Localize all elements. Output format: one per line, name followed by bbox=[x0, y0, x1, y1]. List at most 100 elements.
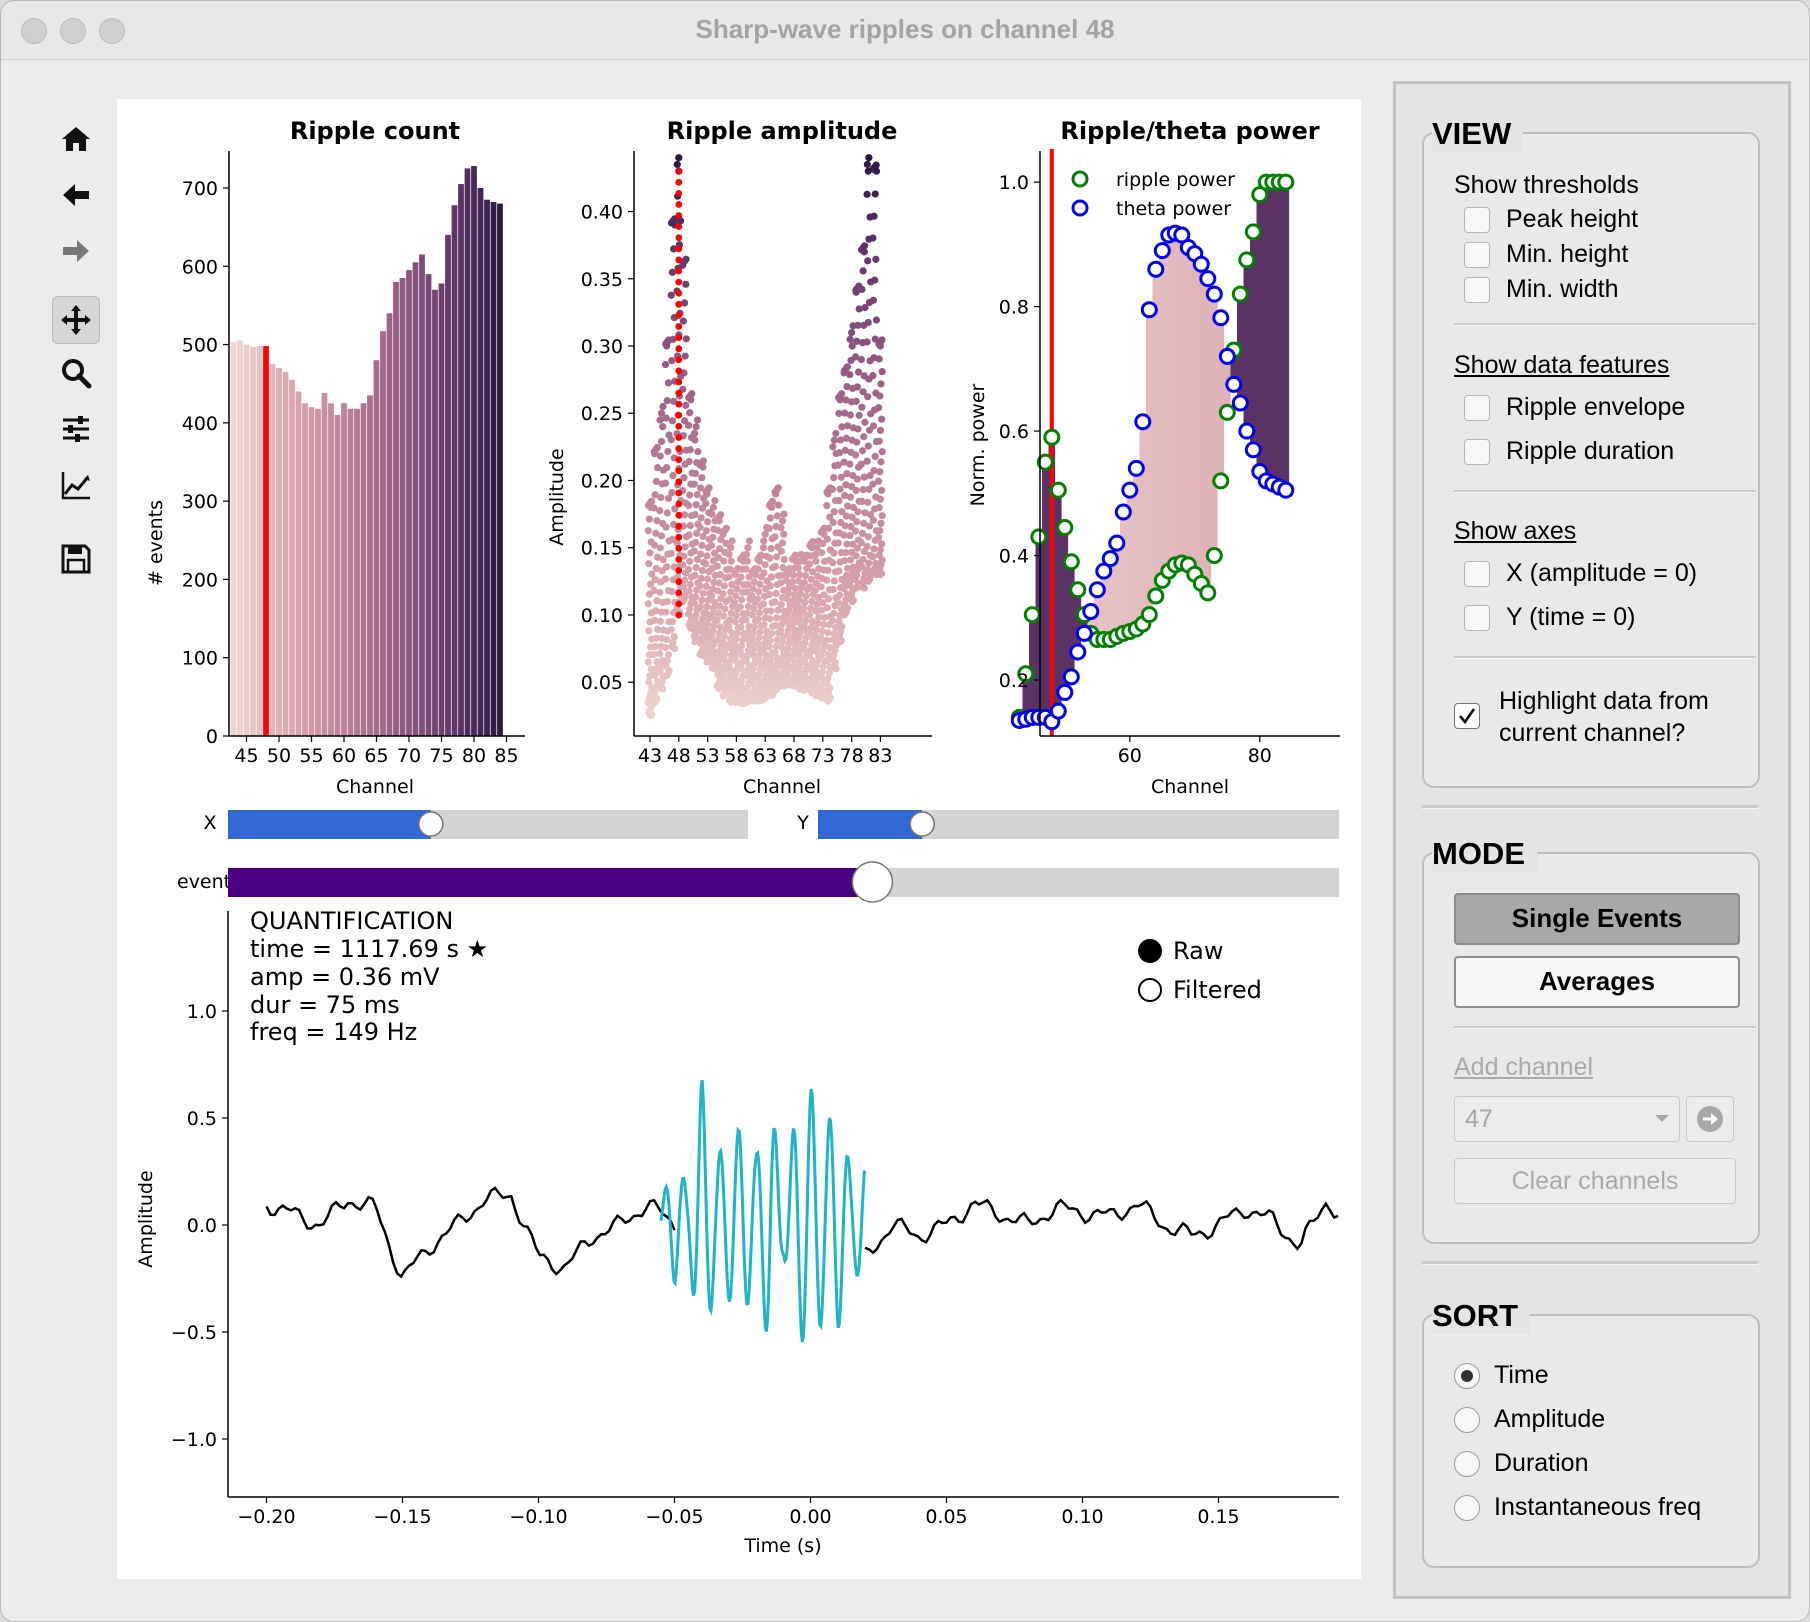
pan-button[interactable] bbox=[52, 296, 100, 344]
amplitude-point bbox=[727, 544, 735, 552]
highlight-amplitude-point bbox=[675, 223, 683, 231]
averages-button[interactable]: Averages bbox=[1454, 956, 1740, 1008]
minimize-window-button[interactable] bbox=[60, 18, 86, 44]
sort-radio-amplitude-indicator[interactable] bbox=[1454, 1407, 1480, 1433]
amplitude-point bbox=[656, 668, 664, 676]
amplitude-point bbox=[875, 533, 883, 542]
checkbox-min-height-box[interactable] bbox=[1464, 242, 1490, 268]
amplitude-point bbox=[732, 592, 740, 600]
amplitude-point bbox=[686, 446, 694, 454]
amplitude-point bbox=[854, 321, 862, 329]
amplitude-point bbox=[819, 598, 827, 607]
power-difference-bar bbox=[1087, 611, 1095, 634]
theta-power-point bbox=[1277, 481, 1295, 499]
channel-select[interactable]: 47 bbox=[1454, 1096, 1680, 1142]
back-button[interactable] bbox=[53, 172, 99, 218]
amplitude-point bbox=[657, 437, 666, 446]
amplitude-point bbox=[762, 651, 771, 659]
amplitude-point bbox=[650, 504, 658, 512]
x-tick-label: 60 bbox=[1118, 745, 1142, 767]
amplitude-point bbox=[848, 328, 856, 337]
add-channel-button[interactable] bbox=[1686, 1096, 1734, 1142]
event-slider[interactable]: event bbox=[177, 861, 1339, 903]
home-button[interactable] bbox=[53, 116, 99, 162]
amplitude-point bbox=[778, 517, 787, 525]
amplitude-point bbox=[697, 603, 705, 611]
y-slider[interactable]: Y bbox=[796, 810, 1339, 839]
checkbox-ripple-envelope-box[interactable] bbox=[1464, 395, 1490, 421]
zoom-button[interactable] bbox=[53, 350, 99, 396]
amplitude-point bbox=[761, 561, 769, 569]
theta-power-point bbox=[1225, 375, 1243, 393]
configure-subplots-button[interactable] bbox=[53, 406, 99, 452]
event-slider-handle[interactable] bbox=[851, 861, 894, 903]
radio-raw-indicator[interactable] bbox=[1138, 939, 1162, 963]
figure-canvas[interactable]: Ripple count 45 50 55 60 65 70 75 80 85 0 100 200 30… bbox=[117, 99, 1361, 1579]
amplitude-point bbox=[661, 361, 670, 369]
checkbox-peak-height-label: Peak height bbox=[1506, 205, 1639, 233]
amplitude-point bbox=[650, 650, 658, 659]
amplitude-point bbox=[824, 674, 832, 683]
amplitude-point bbox=[861, 242, 869, 250]
amplitude-point bbox=[684, 501, 693, 510]
forward-button[interactable] bbox=[53, 228, 99, 274]
amplitude-point bbox=[780, 530, 788, 538]
y-tick-label: 1.0 bbox=[187, 1001, 217, 1023]
save-figure-button[interactable] bbox=[53, 536, 99, 582]
highlight-amplitude-point bbox=[675, 500, 683, 508]
checkbox-ripple-duration-box[interactable] bbox=[1464, 439, 1490, 465]
radio-raw[interactable]: Raw bbox=[1138, 937, 1223, 965]
count-bar bbox=[406, 270, 412, 736]
amplitude-point bbox=[876, 426, 885, 434]
amplitude-point bbox=[835, 496, 843, 505]
count-bar bbox=[380, 331, 386, 736]
amplitude-point bbox=[794, 564, 802, 572]
close-window-button[interactable] bbox=[21, 18, 47, 44]
amplitude-point bbox=[710, 578, 718, 587]
amplitude-point bbox=[681, 543, 689, 551]
quantification-box: QUANTIFICATION time = 1117.69 s ★ amp = … bbox=[250, 907, 488, 1046]
x-slider-handle[interactable] bbox=[418, 811, 444, 837]
amplitude-point bbox=[671, 505, 679, 513]
radio-filtered-indicator[interactable] bbox=[1138, 978, 1162, 1002]
edit-axes-button[interactable] bbox=[53, 462, 99, 508]
amplitude-point bbox=[722, 524, 730, 532]
amplitude-point bbox=[645, 560, 653, 568]
x-tick-label: 43 bbox=[638, 745, 662, 767]
x-tick-label: 58 bbox=[724, 745, 748, 767]
checkmark-icon bbox=[1459, 708, 1476, 725]
y-slider-fill bbox=[818, 810, 923, 839]
single-events-button[interactable]: Single Events bbox=[1454, 893, 1740, 945]
checkbox-y-axis-box[interactable] bbox=[1464, 605, 1490, 631]
x-slider[interactable]: X bbox=[203, 810, 748, 839]
amplitude-point bbox=[877, 519, 885, 527]
checkbox-highlight-channel-box[interactable] bbox=[1454, 703, 1480, 729]
amplitude-point bbox=[668, 417, 677, 425]
checkbox-x-axis-box[interactable] bbox=[1464, 561, 1490, 587]
amplitude-point bbox=[811, 550, 820, 559]
amplitude-point bbox=[818, 652, 826, 660]
chevron-down-icon bbox=[1655, 1115, 1669, 1122]
amplitude-point bbox=[651, 642, 659, 651]
amplitude-point bbox=[704, 620, 712, 628]
amplitude-point bbox=[727, 557, 735, 565]
amplitude-point bbox=[834, 598, 842, 607]
checkbox-min-width-box[interactable] bbox=[1464, 277, 1490, 303]
amplitude-point bbox=[731, 618, 739, 626]
sort-radio-inst-freq-indicator[interactable] bbox=[1454, 1495, 1480, 1521]
radio-filtered[interactable]: Filtered bbox=[1138, 976, 1262, 1004]
clear-channels-button[interactable]: Clear channels bbox=[1454, 1158, 1736, 1204]
sort-radio-time-indicator[interactable] bbox=[1454, 1363, 1480, 1389]
count-bar bbox=[341, 403, 347, 736]
checkbox-peak-height-box[interactable] bbox=[1464, 207, 1490, 233]
ripple-theta-legend: ripple power theta power bbox=[1071, 169, 1235, 220]
amplitude-point bbox=[830, 577, 838, 585]
sort-radio-duration-indicator[interactable] bbox=[1454, 1451, 1480, 1477]
zoom-window-button[interactable] bbox=[99, 18, 125, 44]
y-slider-handle[interactable] bbox=[909, 811, 935, 837]
amplitude-point bbox=[852, 552, 860, 560]
ripple-amplitude-plot: Ripple amplitude 43 48 53 58 63 68 73 78 83 0.05 0… bbox=[546, 117, 932, 798]
channel-select-value: 47 bbox=[1465, 1105, 1493, 1133]
amplitude-point bbox=[843, 470, 851, 478]
amplitude-point bbox=[696, 582, 704, 590]
